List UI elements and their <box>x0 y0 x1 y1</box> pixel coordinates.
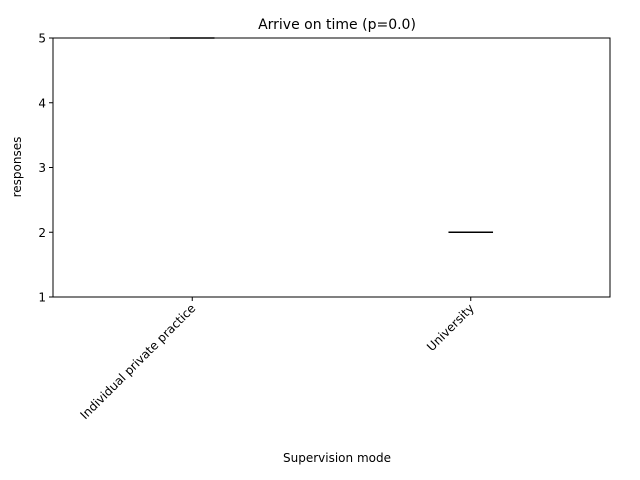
y-tick-label: 5 <box>38 32 46 46</box>
box-marks <box>169 37 494 233</box>
y-axis: 1 2 3 4 5 <box>38 32 53 305</box>
y-tick-label: 1 <box>38 291 46 305</box>
x-axis-label: Supervision mode <box>283 451 391 465</box>
y-axis-label: responses <box>10 137 24 198</box>
x-axis: Individual private practice University <box>77 297 477 422</box>
y-tick-label: 2 <box>38 226 46 240</box>
plot-area <box>52 37 611 298</box>
y-tick-label: 4 <box>38 96 46 110</box>
y-tick-label: 3 <box>38 161 46 175</box>
x-tick-label: University <box>424 301 477 354</box>
x-tick-label: Individual private practice <box>77 301 198 422</box>
chart-title: Arrive on time (p=0.0) <box>258 17 416 33</box>
